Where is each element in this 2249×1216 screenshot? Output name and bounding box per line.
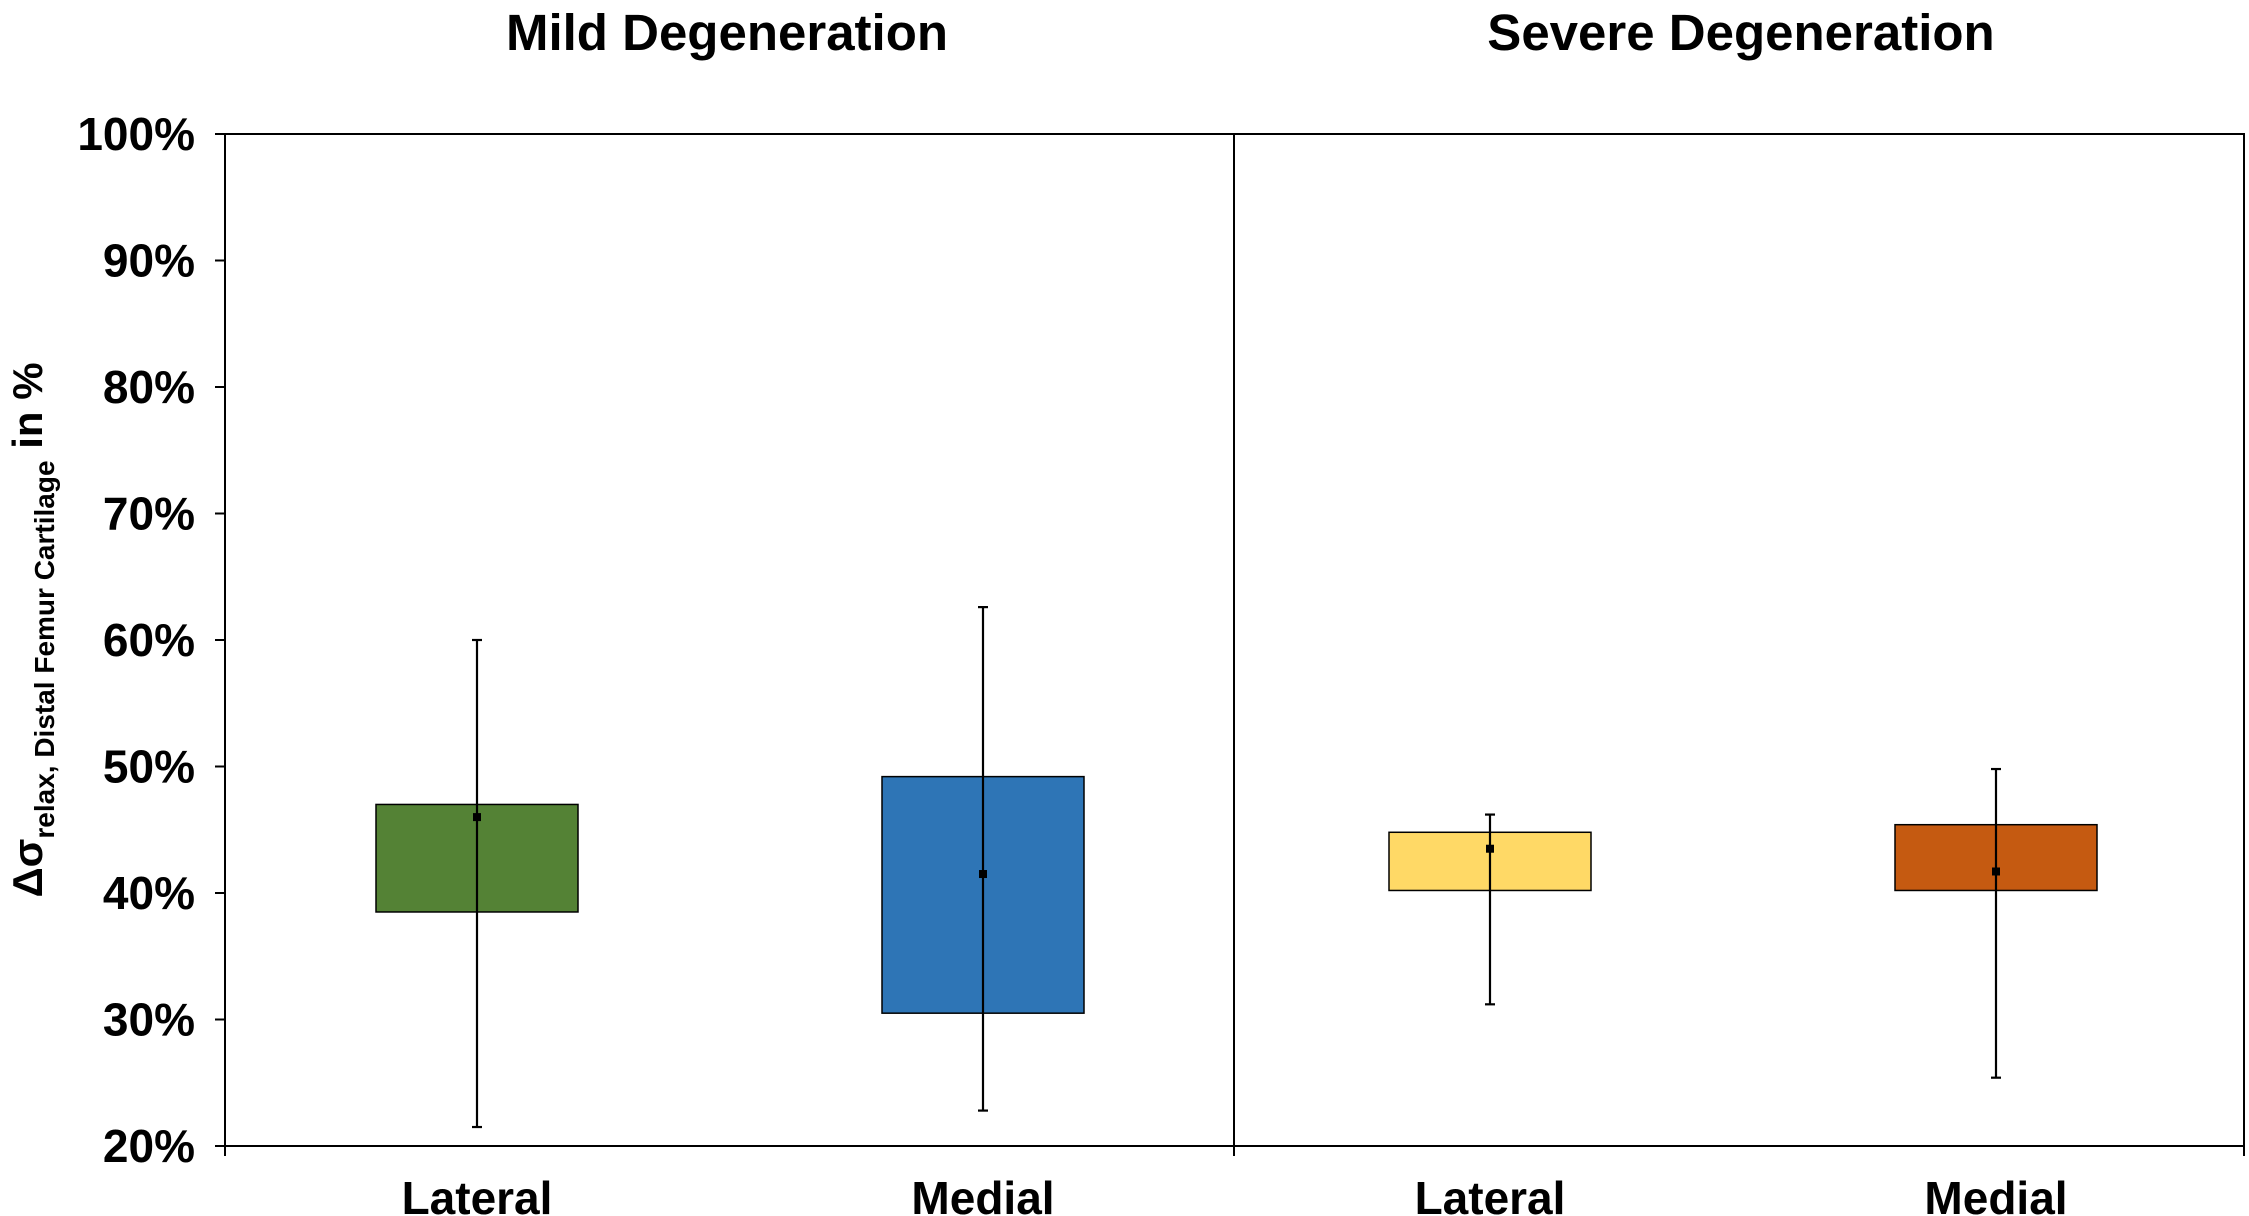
category-labels: Lateral Medial Lateral Medial (402, 1172, 2068, 1216)
y-tick-label: 90% (103, 235, 195, 287)
y-tick-label: 60% (103, 614, 195, 666)
panel-title-mild: Mild Degeneration (506, 4, 948, 61)
y-axis-label-suffix: in % (4, 362, 51, 460)
y-axis-label-subscript: relax, Distal Femur Cartilage (29, 460, 60, 838)
y-tick-label: 70% (103, 488, 195, 540)
severe-medial-mean-marker (1992, 867, 2000, 876)
mild-medial-category-label: Medial (911, 1172, 1054, 1216)
y-axis-label-prefix: Δσ (4, 839, 51, 898)
severe-lateral-category-label: Lateral (1415, 1172, 1566, 1216)
y-tick-label: 100% (77, 108, 195, 160)
severe-medial-category-label: Medial (1924, 1172, 2067, 1216)
mild-lateral-category-label: Lateral (402, 1172, 553, 1216)
panel-title-severe: Severe Degeneration (1487, 4, 1994, 61)
boxes-layer (375, 606, 2098, 1129)
y-axis-ticks: 20% 30% 40% 50% 60% 70% 80% 90% 100% (77, 108, 225, 1172)
y-tick-label: 20% (103, 1120, 195, 1172)
y-axis-label: Δσrelax, Distal Femur Cartilage in % (4, 362, 60, 897)
x-axis-ticks (224, 1146, 2245, 1156)
y-tick-label: 50% (103, 741, 195, 793)
y-tick-label: 80% (103, 361, 195, 413)
y-tick-label: 40% (103, 867, 195, 919)
mild-medial-mean-marker (979, 870, 987, 879)
severe-lateral-mean-marker (1486, 844, 1494, 853)
y-tick-label: 30% (103, 994, 195, 1046)
mild-lateral-mean-marker (473, 813, 481, 822)
